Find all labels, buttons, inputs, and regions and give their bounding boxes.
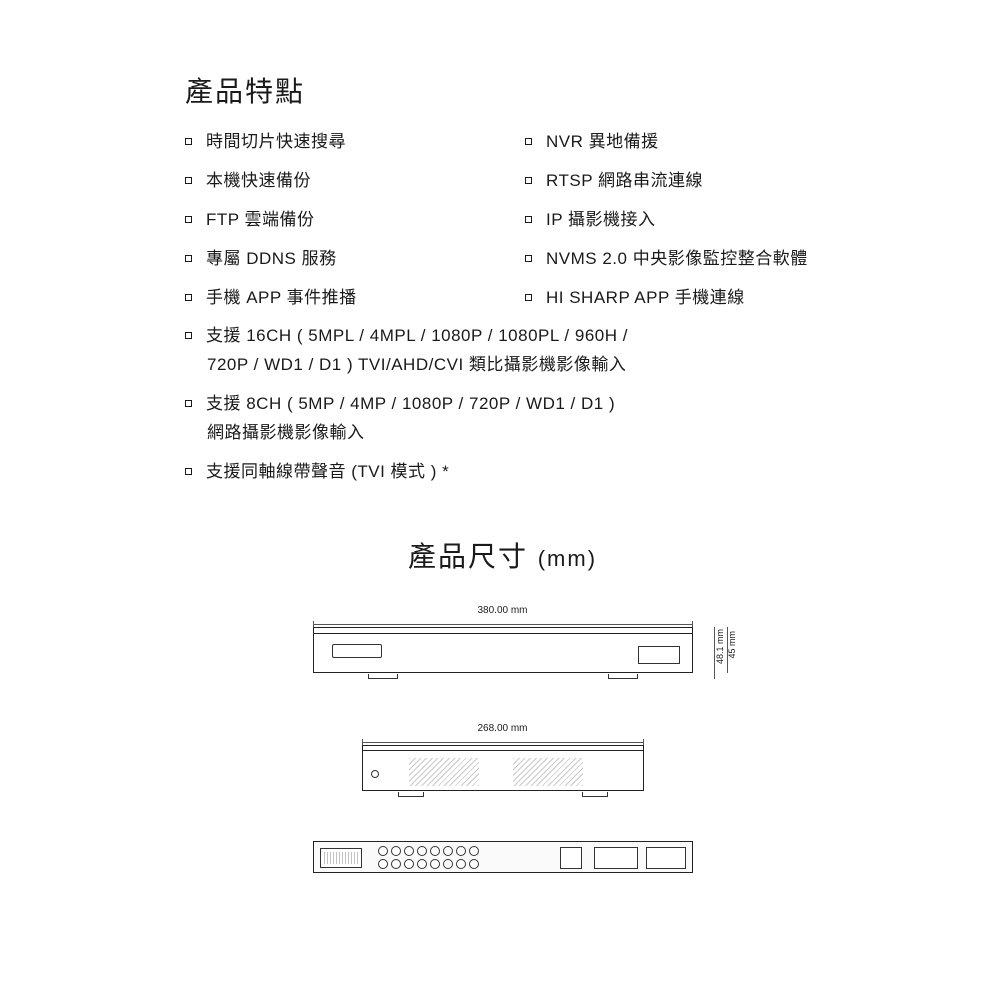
side-body <box>362 745 644 791</box>
bullet-icon <box>525 177 532 184</box>
bnc-connector-icon <box>430 846 440 856</box>
bullet-icon <box>185 138 192 145</box>
bnc-connector-icon <box>391 846 401 856</box>
width-label: 380.00 mm <box>303 605 703 616</box>
bnc-row <box>378 859 479 869</box>
feature-item: NVR 異地備援 <box>525 128 820 157</box>
foot-icon <box>398 792 424 797</box>
feature-item: 專屬 DDNS 服務 <box>185 245 525 274</box>
dimension-drawings: 380.00 mm 45 mm 48.1 mm 268.00 mm <box>185 605 820 873</box>
front-slot-icon <box>638 646 680 664</box>
front-view: 380.00 mm 45 mm 48.1 mm <box>303 605 703 679</box>
depth-label: 268.00 mm <box>358 723 648 734</box>
bnc-connector-icon <box>469 846 479 856</box>
bullet-icon <box>185 400 192 407</box>
features-list: 時間切片快速搜尋 NVR 異地備援 本機快速備份 RTSP 網路串流連線 FTP… <box>185 128 820 487</box>
back-view <box>303 841 703 873</box>
side-view: 268.00 mm <box>358 723 648 797</box>
dimensions-title: 產品尺寸 (mm) <box>185 535 820 575</box>
feature-continuation: 網路攝影機影像輸入 <box>185 419 820 448</box>
vent-icon <box>513 758 583 786</box>
port-block-icon <box>560 847 582 869</box>
port-block-icon <box>594 847 638 869</box>
bnc-connector-icon <box>378 859 388 869</box>
feature-item: RTSP 網路串流連線 <box>525 167 820 196</box>
feature-item: 支援 8CH ( 5MP / 4MP / 1080P / 720P / WD1 … <box>185 390 820 419</box>
feature-item: 本機快速備份 <box>185 167 525 196</box>
feature-item: IP 攝影機接入 <box>525 206 820 235</box>
bnc-row <box>378 846 479 856</box>
foot-icon <box>368 674 398 679</box>
port-block-icon <box>646 847 686 869</box>
foot-icon <box>608 674 638 679</box>
bnc-connector-icon <box>430 859 440 869</box>
feature-item: 時間切片快速搜尋 <box>185 128 525 157</box>
vent-icon <box>409 758 479 786</box>
dimensions-title-unit: (mm) <box>538 546 597 571</box>
feature-item: 支援同軸線帶聲音 (TVI 模式 ) * <box>185 458 820 487</box>
bnc-connector-icon <box>404 846 414 856</box>
features-title: 產品特點 <box>185 70 820 110</box>
feature-item: 支援 16CH ( 5MPL / 4MPL / 1080P / 1080PL /… <box>185 322 820 351</box>
feature-item: FTP 雲端備份 <box>185 206 525 235</box>
bnc-connector-icon <box>417 859 427 869</box>
feature-item: 手機 APP 事件推播 <box>185 284 525 313</box>
bnc-connector-icon <box>469 859 479 869</box>
dimensions-title-main: 產品尺寸 <box>408 541 528 572</box>
bullet-icon <box>185 255 192 262</box>
bullet-icon <box>185 294 192 301</box>
feature-continuation: 720P / WD1 / D1 ) TVI/AHD/CVI 類比攝影機影像輸入 <box>185 351 820 380</box>
feature-item: HI SHARP APP 手機連線 <box>525 284 820 313</box>
bnc-connector-icon <box>404 859 414 869</box>
bnc-connector-icon <box>443 846 453 856</box>
port-block-icon <box>320 848 362 868</box>
bullet-icon <box>525 138 532 145</box>
height-label-1: 45 mm <box>727 631 737 659</box>
bullet-icon <box>525 216 532 223</box>
bullet-icon <box>525 255 532 262</box>
front-body <box>313 627 693 673</box>
bnc-connector-icon <box>443 859 453 869</box>
side-port-icon <box>371 770 379 778</box>
bullet-icon <box>185 332 192 339</box>
bnc-connector-icon <box>378 846 388 856</box>
bullet-icon <box>185 177 192 184</box>
height-label-2: 48.1 mm <box>715 629 725 664</box>
bullet-icon <box>185 216 192 223</box>
feature-item: NVMS 2.0 中央影像監控整合軟體 <box>525 245 820 274</box>
front-button-icon <box>332 644 382 658</box>
bnc-connector-icon <box>391 859 401 869</box>
back-body <box>313 841 693 873</box>
bnc-connector-icon <box>456 859 466 869</box>
bnc-connector-icon <box>456 846 466 856</box>
bullet-icon <box>185 468 192 475</box>
bnc-connector-icon <box>417 846 427 856</box>
bullet-icon <box>525 294 532 301</box>
foot-icon <box>582 792 608 797</box>
